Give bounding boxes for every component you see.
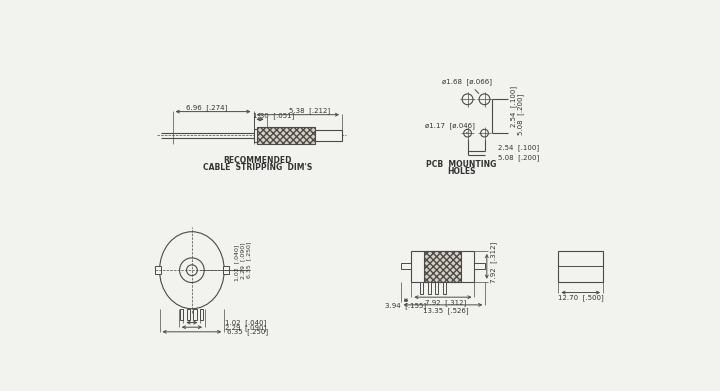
Text: 5.38  [.212]: 5.38 [.212] [289, 108, 330, 114]
Text: 7.92  [.312]: 7.92 [.312] [490, 242, 498, 283]
Bar [257, 127, 315, 144]
Bar [194, 309, 197, 319]
Text: ø1.68  [ø.066]: ø1.68 [ø.066] [442, 78, 492, 93]
Text: 2.54  [.100]: 2.54 [.100] [510, 86, 518, 127]
Text: 6.96  [.274]: 6.96 [.274] [186, 104, 228, 111]
Text: 6.35  [.250]: 6.35 [.250] [227, 328, 268, 335]
Text: 3.94  [.155]: 3.94 [.155] [385, 302, 426, 309]
Text: 13.35  [.526]: 13.35 [.526] [423, 308, 469, 314]
Text: 1.30  [.051]: 1.30 [.051] [253, 112, 294, 119]
Text: RECOMMENDED: RECOMMENDED [223, 156, 292, 165]
Bar [222, 266, 229, 274]
Text: 6.35  [.250]: 6.35 [.250] [246, 241, 251, 278]
Bar [187, 309, 190, 319]
Bar [411, 251, 474, 282]
Text: ø1.17  [ø.046]: ø1.17 [ø.046] [426, 122, 475, 133]
Bar [253, 129, 257, 142]
Bar [400, 263, 411, 269]
Text: 2.29  [.090]: 2.29 [.090] [240, 243, 246, 279]
Bar [474, 263, 485, 269]
Text: 5.08  [.200]: 5.08 [.200] [498, 154, 539, 161]
Text: 1.02  [.040]: 1.02 [.040] [234, 244, 239, 281]
Bar [180, 309, 184, 319]
Text: 1.02  [.040]: 1.02 [.040] [225, 319, 266, 326]
Text: CABLE  STRIPPING  DIM'S: CABLE STRIPPING DIM'S [203, 163, 312, 172]
Text: PCB  MOUNTING: PCB MOUNTING [426, 160, 497, 169]
Text: 5.08  [.200]: 5.08 [.200] [517, 94, 523, 135]
Text: HOLES: HOLES [447, 167, 476, 176]
Text: 7.92  [.312]: 7.92 [.312] [426, 299, 467, 306]
Bar [443, 282, 446, 294]
Bar [435, 282, 438, 294]
Bar [559, 251, 603, 282]
Text: 2.29  [.090]: 2.29 [.090] [225, 324, 266, 330]
Bar [423, 251, 461, 282]
Text: 2.54  [.100]: 2.54 [.100] [498, 144, 539, 151]
Bar [428, 282, 431, 294]
Bar [155, 266, 161, 274]
Bar [200, 309, 204, 319]
Bar [420, 282, 423, 294]
Text: 12.70  [.500]: 12.70 [.500] [558, 294, 603, 301]
Bar [315, 130, 342, 141]
